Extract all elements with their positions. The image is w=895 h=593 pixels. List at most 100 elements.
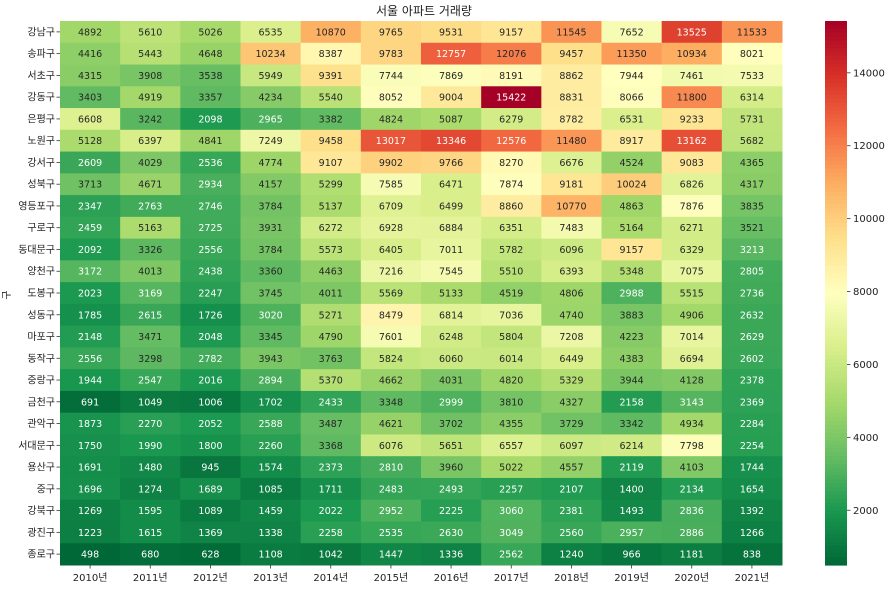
colorbar-tick-label: 10000 [853, 214, 885, 225]
x-tick-label: 2017년 [494, 572, 529, 584]
colorbar-segment [825, 289, 847, 294]
heatmap-cell-label: 9107 [319, 158, 343, 169]
heatmap-cell [120, 64, 181, 87]
heatmap-cell [421, 347, 482, 370]
heatmap-cell-label: 2556 [78, 354, 102, 365]
y-tick-label: 도봉구 [27, 288, 55, 300]
heatmap-cell-label: 6557 [499, 441, 523, 452]
heatmap-cell [120, 238, 181, 261]
heatmap-cell-label: 2810 [379, 463, 403, 474]
heatmap-cell [60, 151, 121, 174]
colorbar-segment [825, 261, 847, 267]
heatmap-cell [300, 325, 362, 348]
heatmap-cell [180, 434, 241, 457]
heatmap-cell [240, 521, 302, 544]
heatmap-cell [300, 86, 362, 109]
heatmap-cell-label: 7876 [680, 201, 704, 212]
colorbar-tick-label: 6000 [853, 360, 878, 371]
heatmap-cell [360, 21, 422, 44]
heatmap-cell [360, 499, 422, 522]
colorbar-segment [825, 296, 847, 302]
heatmap-cell-label: 945 [201, 463, 219, 474]
heatmap-cell [240, 108, 302, 131]
heatmap-cell [541, 21, 602, 44]
heatmap-cell-label: 2999 [439, 397, 463, 408]
heatmap-cell [180, 173, 241, 196]
colorbar-segment [825, 530, 847, 535]
heatmap-cell [421, 129, 482, 153]
heatmap-cell-label: 6676 [559, 158, 583, 169]
colorbar-segment [825, 250, 847, 255]
heatmap-cell-label: 2725 [198, 223, 222, 234]
colorbar-segment [825, 79, 847, 84]
heatmap-cell-label: 2022 [319, 506, 343, 517]
heatmap-cell [541, 325, 602, 348]
heatmap-cell [721, 499, 783, 522]
heatmap-cell-label: 2438 [198, 267, 222, 278]
x-tick-label: 2018년 [554, 572, 589, 584]
heatmap-cell-label: 1615 [138, 528, 162, 539]
heatmap-cell-label: 3169 [138, 289, 162, 300]
heatmap-cell-label: 2247 [198, 289, 222, 300]
colorbar-segment [825, 312, 847, 317]
heatmap-cell-label: 6272 [319, 223, 343, 234]
heatmap-cell-label: 6329 [680, 245, 704, 256]
heatmap-cell [60, 325, 121, 348]
heatmap-cell [541, 173, 602, 196]
colorbar-segment [825, 219, 847, 224]
heatmap-cell [60, 129, 121, 153]
heatmap-cell-label: 3960 [439, 463, 463, 474]
heatmap-cell-label: 5271 [319, 310, 343, 321]
colorbar-segment [825, 75, 847, 80]
colorbar-segment [825, 133, 847, 139]
heatmap-cell-label: 6471 [439, 180, 463, 191]
heatmap-cell [481, 21, 542, 44]
heatmap-cell [360, 216, 422, 240]
heatmap-cell [240, 369, 302, 392]
heatmap-cell [661, 108, 723, 131]
heatmap-cell [661, 347, 723, 370]
heatmap-cell [120, 434, 181, 457]
heatmap-cell-label: 2736 [740, 289, 764, 300]
colorbar-segment [825, 495, 847, 500]
colorbar-segment [825, 48, 847, 53]
colorbar-segment [825, 180, 847, 185]
heatmap-cell [60, 347, 121, 370]
colorbar-segment [825, 125, 847, 131]
colorbar-segment [825, 533, 847, 539]
heatmap-cell-label: 3242 [138, 114, 162, 125]
colorbar-segment [825, 308, 847, 314]
heatmap-cell-label: 6397 [138, 136, 162, 147]
heatmap-cell-label: 12576 [496, 136, 526, 147]
colorbar-segment [825, 285, 847, 290]
heatmap-cell [601, 195, 663, 218]
colorbar-segment [825, 347, 847, 352]
heatmap-cell [60, 369, 121, 392]
heatmap-cell [240, 412, 302, 435]
heatmap-cell [421, 303, 482, 327]
heatmap-cell [120, 369, 181, 392]
heatmap-cell [541, 151, 602, 174]
colorbar-segment [825, 234, 847, 240]
colorbar-segment [825, 561, 847, 566]
colorbar-segment [825, 40, 847, 45]
heatmap-cell [120, 151, 181, 174]
heatmap-cell-label: 8021 [740, 49, 764, 60]
heatmap-cell [421, 390, 482, 414]
colorbar-segment [825, 456, 847, 461]
heatmap-cell [601, 499, 663, 522]
heatmap-cell-label: 6531 [619, 114, 643, 125]
heatmap-cell-label: 5087 [439, 114, 463, 125]
heatmap-cell [601, 477, 663, 501]
heatmap-cell [601, 303, 663, 327]
heatmap-cell-label: 2535 [379, 528, 403, 539]
colorbar-segment [825, 463, 847, 469]
heatmap-cell-label: 4934 [680, 419, 704, 430]
y-tick-label: 용산구 [27, 462, 55, 474]
colorbar-segment [825, 448, 847, 453]
colorbar-segment [825, 199, 847, 205]
heatmap-cell-label: 1691 [78, 463, 102, 474]
heatmap-cell [120, 282, 181, 305]
heatmap-cell [601, 347, 663, 370]
heatmap-cell [661, 216, 723, 240]
